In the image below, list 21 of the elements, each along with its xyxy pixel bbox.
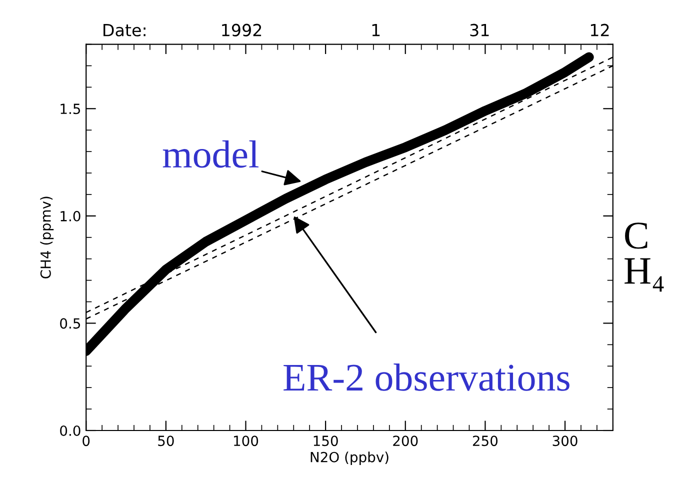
x-axis-title: N2O (ppbv): [310, 452, 388, 466]
y-tick-label: 0.5: [60, 318, 80, 329]
text: 31: [470, 24, 489, 36]
annotation: ER-2 observations: [284, 364, 570, 391]
x-tick-label: 200: [393, 436, 418, 446]
text: 1992: [222, 24, 262, 36]
annotation: model: [162, 140, 259, 168]
y-tick-label: 0.0: [60, 425, 80, 436]
x-tick-label: 300: [552, 436, 578, 446]
text: 12: [590, 24, 609, 36]
y-axis-title: CH4 (ppmv): [40, 196, 54, 278]
text: C H₄: [624, 222, 664, 292]
text: 1: [372, 24, 380, 36]
y-tick-label: 1.0: [60, 210, 80, 222]
x-tick-label: 250: [472, 436, 498, 446]
x-tick-label: 100: [234, 436, 258, 446]
x-tick-label: 50: [158, 436, 174, 446]
x-tick-label: 0: [82, 436, 90, 446]
x-tick-label: 150: [314, 436, 338, 446]
text: Date:: [104, 24, 146, 36]
y-tick-label: 1.5: [60, 104, 80, 114]
